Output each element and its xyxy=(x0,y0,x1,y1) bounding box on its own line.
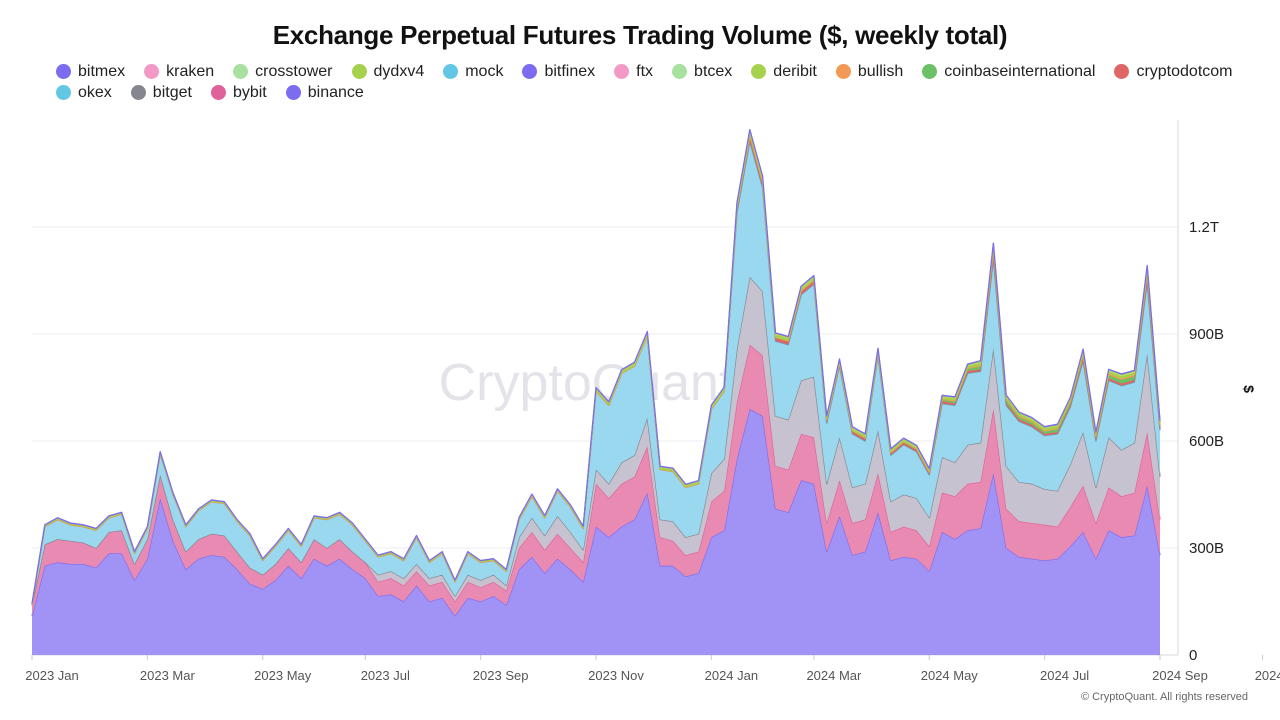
legend-item-crosstower[interactable]: crosstower xyxy=(233,62,333,81)
legend-label: okex xyxy=(78,83,112,101)
legend-swatch xyxy=(233,64,249,79)
x-tick-label: 2023 May xyxy=(254,668,312,683)
y-axis: 0 300B 600B 900B 1.2T xyxy=(1189,219,1224,664)
chart-legend: bitmex kraken crosstower dydxv4 mock bit… xyxy=(56,61,1256,103)
legend-item-binance[interactable]: binance xyxy=(285,83,364,102)
legend-swatch xyxy=(130,85,146,100)
legend-label: coinbaseinternational xyxy=(944,62,1096,80)
area-bybit[interactable] xyxy=(32,344,1160,616)
legend-swatch xyxy=(144,64,160,79)
y-tick-label: 900B xyxy=(1189,326,1224,343)
x-tick-label: 2024 Mar xyxy=(806,668,862,683)
legend-swatch xyxy=(672,64,688,79)
x-tick-label: 2023 Sep xyxy=(473,668,529,683)
legend-item-dydxv4[interactable]: dydxv4 xyxy=(351,62,425,81)
legend-item-bybit[interactable]: bybit xyxy=(210,83,267,102)
legend-swatch xyxy=(210,85,226,100)
legend-item-kraken[interactable]: kraken xyxy=(144,63,214,81)
legend-label: bullish xyxy=(857,62,904,80)
legend-item-coinbaseinternational[interactable]: coinbaseinternational xyxy=(922,63,1095,81)
x-tick-label: 2024 May xyxy=(921,668,979,683)
legend-label: bitfinex xyxy=(544,62,596,80)
legend-row: okex bitget bybit binance xyxy=(56,82,1256,103)
x-axis: 2023 Jan 2023 Mar 2023 May 2023 Jul 2023 Sep… xyxy=(25,655,1280,683)
legend-swatch xyxy=(285,85,301,100)
y-axis-label: $ xyxy=(1241,385,1257,393)
legend-item-ftx[interactable]: ftx xyxy=(614,63,653,81)
line-bitmex xyxy=(31,128,1161,604)
legend-item-btcex[interactable]: btcex xyxy=(672,63,732,81)
legend-row: bitmex kraken crosstower dydxv4 mock bit… xyxy=(56,61,1256,82)
y-tick-label: 1.2T xyxy=(1189,219,1219,236)
legend-label: mock xyxy=(465,62,504,80)
chart-title: Exchange Perpetual Futures Trading Volum… xyxy=(272,20,1008,50)
legend-label: bybit xyxy=(232,83,267,101)
legend-swatch xyxy=(351,64,367,79)
legend-swatch xyxy=(835,64,851,79)
legend-swatch xyxy=(522,64,538,79)
legend-swatch xyxy=(922,64,938,79)
y-tick-label: 300B xyxy=(1189,540,1224,557)
legend-item-bullish[interactable]: bullish xyxy=(835,62,904,81)
copyright-notice: © CryptoQuant. All rights reserved xyxy=(1080,691,1248,703)
x-tick-label: 2024 Jan xyxy=(705,668,759,683)
x-tick-label: 2023 Jul xyxy=(361,668,410,683)
legend-swatch xyxy=(443,64,459,79)
legend-label: crosstower xyxy=(255,62,333,80)
legend-item-mock[interactable]: mock xyxy=(443,63,503,81)
x-tick-label: 2024 Nov xyxy=(1255,668,1280,683)
legend-label: bitget xyxy=(152,83,192,101)
legend-swatch xyxy=(1114,64,1130,79)
legend-label: deribit xyxy=(773,62,817,80)
legend-swatch xyxy=(751,64,767,79)
x-tick-label: 2024 Sep xyxy=(1152,668,1208,683)
legend-label: ftx xyxy=(636,62,654,80)
legend-item-bitget[interactable]: bitget xyxy=(130,83,192,102)
area-binance[interactable] xyxy=(32,408,1160,655)
x-tick-label: 2023 Mar xyxy=(140,668,196,683)
y-tick-label: 0 xyxy=(1189,647,1197,664)
legend-item-bitmex[interactable]: bitmex xyxy=(56,63,125,81)
legend-swatch xyxy=(56,64,71,79)
legend-item-cryptodotcom[interactable]: cryptodotcom xyxy=(1114,62,1233,81)
series-areas xyxy=(31,128,1161,655)
legend-swatch xyxy=(614,64,630,79)
x-tick-label: 2023 Jan xyxy=(25,668,79,683)
legend-swatch xyxy=(56,85,71,100)
watermark-text: CryptoQuant xyxy=(439,354,734,412)
legend-item-deribit[interactable]: deribit xyxy=(751,63,817,81)
legend-label: cryptodotcom xyxy=(1136,62,1233,80)
legend-label: binance xyxy=(307,83,364,101)
legend-item-okex[interactable]: okex xyxy=(56,84,112,102)
legend-label: dydxv4 xyxy=(373,62,425,80)
x-tick-label: 2024 Jul xyxy=(1040,668,1089,683)
y-tick-label: 600B xyxy=(1189,433,1224,450)
legend-label: bitmex xyxy=(78,62,126,80)
x-tick-label: 2023 Nov xyxy=(588,668,644,683)
legend-item-bitfinex[interactable]: bitfinex xyxy=(522,63,595,81)
legend-label: kraken xyxy=(166,62,215,80)
legend-label: btcex xyxy=(694,62,733,80)
